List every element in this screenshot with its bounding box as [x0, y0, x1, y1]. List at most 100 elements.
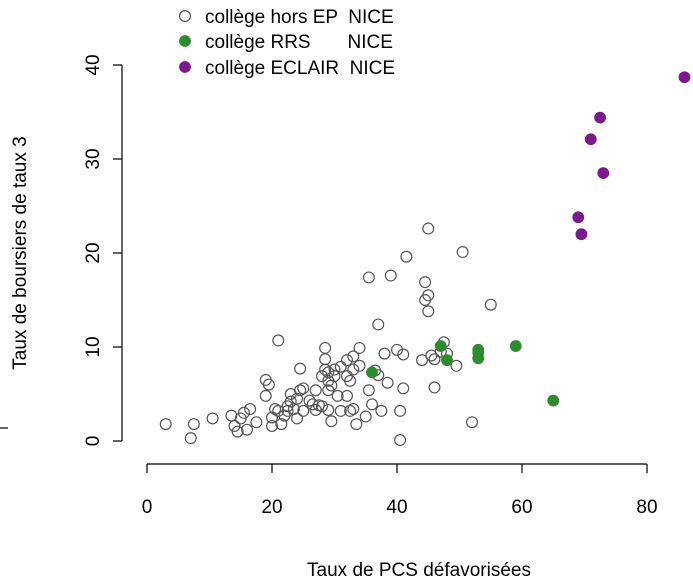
scatter-point-series-1 — [366, 366, 378, 379]
scatter-point-series-0 — [372, 318, 385, 331]
scatter-point-series-0 — [297, 382, 310, 395]
scatter-point-series-0 — [266, 419, 279, 432]
scatter-point-series-0 — [341, 389, 354, 402]
scatter-point-series-0 — [422, 305, 435, 318]
scatter-point-series-0 — [319, 341, 332, 354]
scatter-point-series-0 — [325, 415, 338, 428]
scatter-point-series-0 — [353, 359, 366, 372]
scatter-point-series-0 — [334, 404, 347, 417]
scatter-point-series-0 — [428, 353, 441, 366]
y-tick-label: 0 — [83, 436, 104, 447]
scatter-point-series-0 — [259, 373, 272, 386]
scatter-point-series-2 — [597, 167, 610, 180]
scatter-point-series-0 — [416, 354, 429, 367]
scatter-point-series-0 — [297, 404, 310, 417]
scatter-point-series-2 — [678, 71, 691, 84]
scatter-point-series-0 — [347, 350, 360, 363]
scatter-point-series-2 — [584, 133, 597, 146]
scatter-point-series-1 — [547, 394, 560, 407]
scatter-point-series-0 — [334, 360, 347, 373]
scatter-point-series-0 — [316, 370, 329, 383]
scatter-point-series-0 — [384, 269, 397, 282]
scatter-point-series-0 — [381, 376, 394, 389]
scatter-point-series-0 — [466, 416, 479, 429]
scatter-point-series-0 — [294, 362, 307, 375]
legend-marker — [179, 35, 191, 47]
scatter-point-series-0 — [184, 432, 197, 445]
scatter-point-series-0 — [366, 398, 379, 411]
data-points — [159, 71, 691, 447]
scatter-point-series-1 — [434, 340, 447, 352]
scatter-point-series-0 — [456, 246, 469, 259]
scatter-point-series-0 — [228, 419, 241, 432]
scatter-point-series-0 — [394, 434, 407, 447]
y-tick-label: 10 — [83, 336, 104, 357]
x-tick-label: 20 — [261, 497, 282, 518]
scatter-point-series-0 — [159, 418, 172, 431]
legend: collège hors EP NICE collège RRS NICE coll… — [179, 7, 395, 79]
y-tick-label: 30 — [83, 148, 104, 169]
scatter-point-series-0 — [362, 271, 375, 284]
scatter-point-series-2 — [594, 111, 607, 124]
scatter-point-series-0 — [375, 404, 388, 417]
y-tick-label: 20 — [83, 242, 104, 263]
scatter-point-series-0 — [319, 353, 332, 366]
axes: 0 20 40 60 80 0 10 20 30 40 — [0, 54, 658, 518]
y-axis-label: Taux de boursiers de taux 3 — [10, 136, 31, 369]
scatter-point-series-0 — [484, 298, 497, 311]
scatter-point-series-0 — [397, 348, 410, 361]
scatter-point-series-0 — [362, 384, 375, 397]
scatter-point-series-0 — [422, 289, 435, 302]
scatter-point-series-0 — [394, 404, 407, 417]
scatter-point-series-0 — [269, 403, 282, 416]
scatter-point-series-0 — [428, 381, 441, 394]
scatter-point-series-0 — [275, 418, 288, 431]
x-tick-label: 80 — [636, 497, 657, 518]
scatter-point-series-0 — [344, 374, 357, 387]
scatter-point-series-0 — [250, 416, 263, 429]
scatter-point-series-0 — [187, 418, 200, 431]
x-axis-label: Taux de PCS défavorisées — [307, 560, 531, 581]
scatter-point-series-0 — [266, 411, 279, 424]
scatter-point-series-1 — [441, 354, 453, 367]
scatter-point-series-0 — [303, 394, 316, 407]
scatter-point-series-0 — [241, 423, 254, 436]
scatter-point-series-0 — [244, 403, 257, 416]
scatter-point-series-0 — [353, 341, 366, 354]
scatter-point-series-0 — [347, 363, 360, 376]
scatter-point-series-0 — [306, 398, 319, 411]
x-tick-label: 40 — [386, 497, 407, 518]
scatter-point-series-0 — [344, 404, 357, 417]
scatter-point-series-0 — [331, 389, 344, 402]
legend-label: collège RRS NICE — [205, 32, 393, 53]
y-tick-label: 40 — [83, 54, 104, 75]
scatter-point-series-0 — [419, 276, 432, 289]
x-tick-label: 0 — [142, 497, 153, 518]
scatter-point-series-1 — [472, 346, 485, 359]
scatter-point-series-0 — [378, 347, 391, 360]
scatter-point-series-0 — [259, 389, 272, 402]
scatter-point-series-0 — [341, 354, 354, 367]
x-tick-label: 60 — [511, 497, 532, 518]
scatter-point-series-0 — [284, 395, 297, 408]
scatter-point-series-0 — [291, 392, 304, 405]
scatter-point-series-0 — [359, 410, 372, 423]
scatter-point-series-0 — [397, 382, 410, 395]
scatter-point-series-0 — [328, 363, 341, 376]
scatter-point-series-0 — [237, 406, 250, 419]
scatter-point-series-0 — [234, 412, 247, 425]
scatter-point-series-0 — [347, 403, 360, 416]
legend-marker — [179, 10, 192, 23]
legend-label: collège ECLAIR NICE — [205, 58, 395, 79]
legend-marker — [179, 61, 191, 73]
scatter-point-series-0 — [350, 418, 363, 431]
scatter-point-series-0 — [322, 366, 335, 379]
legend-label: collège hors EP NICE — [205, 7, 394, 28]
scatter-point-series-2 — [572, 211, 585, 224]
scatter-point-series-0 — [206, 412, 219, 425]
scatter-point-series-0 — [316, 400, 329, 413]
scatter-point-series-2 — [575, 228, 588, 241]
scatter-point-series-0 — [294, 384, 307, 397]
scatter-point-series-0 — [391, 343, 404, 356]
scatter-point-series-1 — [509, 340, 522, 352]
